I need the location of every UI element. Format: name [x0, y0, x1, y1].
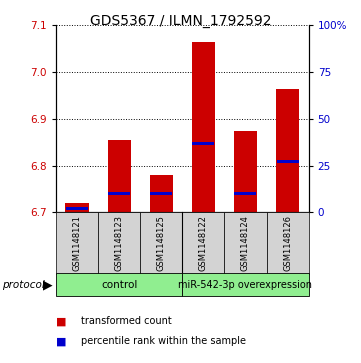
Text: GDS5367 / ILMN_1792592: GDS5367 / ILMN_1792592	[90, 14, 271, 28]
Text: GSM1148126: GSM1148126	[283, 215, 292, 271]
Text: ■: ■	[56, 336, 66, 346]
Text: GSM1148121: GSM1148121	[73, 215, 82, 271]
Text: GSM1148124: GSM1148124	[241, 215, 250, 271]
Bar	[66, 207, 88, 210]
Text: control: control	[101, 280, 137, 290]
Text: transformed count: transformed count	[81, 316, 172, 326]
Bar	[225, 212, 266, 274]
Text: GSM1148122: GSM1148122	[199, 215, 208, 271]
Text: ▶: ▶	[43, 278, 52, 291]
Bar	[266, 212, 309, 274]
Text: protocol: protocol	[2, 280, 44, 290]
Bar	[150, 192, 172, 195]
Bar	[140, 212, 182, 274]
Bar	[56, 212, 98, 274]
Bar	[182, 212, 225, 274]
Bar	[235, 192, 256, 195]
Bar	[276, 89, 299, 212]
Bar	[192, 42, 215, 212]
Text: percentile rank within the sample: percentile rank within the sample	[81, 336, 246, 346]
Bar	[65, 203, 88, 212]
Text: ■: ■	[56, 316, 66, 326]
Bar	[277, 160, 299, 163]
Bar	[150, 175, 173, 212]
Bar	[98, 212, 140, 274]
Text: GSM1148123: GSM1148123	[115, 215, 123, 271]
Bar	[108, 192, 130, 195]
Bar	[56, 273, 182, 296]
Bar	[234, 131, 257, 212]
Bar	[192, 142, 214, 144]
Bar	[182, 273, 309, 296]
Bar	[108, 140, 131, 212]
Text: miR-542-3p overexpression: miR-542-3p overexpression	[178, 280, 313, 290]
Text: GSM1148125: GSM1148125	[157, 215, 166, 271]
